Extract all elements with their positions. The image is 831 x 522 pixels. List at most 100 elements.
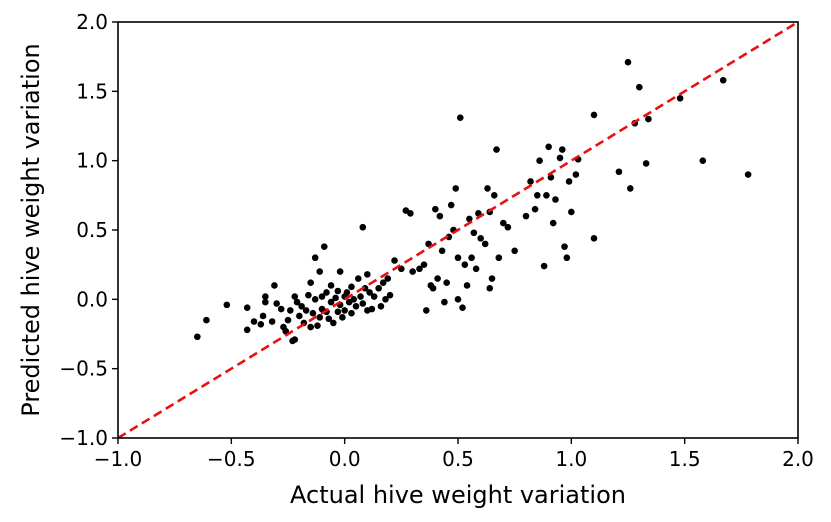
data-point (311, 296, 319, 303)
data-point (323, 289, 330, 296)
points-layer (194, 58, 752, 345)
data-point (223, 301, 231, 309)
data-point (291, 336, 299, 343)
x-axis-ticks: −1.0 −0.5 0.0 0.5 1.0 1.5 2.0 (94, 438, 814, 471)
data-point (382, 296, 389, 303)
data-point (552, 196, 559, 203)
data-point (443, 279, 450, 286)
data-point (194, 333, 201, 341)
data-point (359, 223, 367, 231)
data-point (334, 308, 342, 316)
data-point (436, 212, 444, 220)
data-point (293, 298, 301, 306)
data-point (438, 247, 446, 255)
data-point (522, 212, 530, 220)
data-point (495, 254, 503, 262)
data-point (441, 298, 448, 306)
x-tick-label: −0.5 (207, 447, 256, 471)
data-point (463, 282, 471, 289)
data-point (452, 185, 460, 192)
data-point (316, 314, 324, 321)
data-point (271, 282, 278, 289)
data-point (370, 293, 378, 300)
data-point (314, 322, 321, 329)
data-point (409, 268, 416, 275)
data-point (377, 302, 385, 310)
data-point (341, 307, 348, 314)
data-point (434, 275, 441, 282)
data-point (268, 318, 276, 325)
data-point (624, 58, 632, 66)
data-point (493, 146, 500, 153)
data-point (368, 305, 376, 313)
y-axis-label: Predicted hive weight variation (17, 43, 45, 416)
data-point (296, 312, 303, 320)
data-point (488, 275, 496, 282)
y-tick-label: 1.5 (76, 79, 108, 103)
x-tick-label: 2.0 (782, 447, 814, 471)
data-point (468, 254, 475, 262)
data-point (549, 219, 557, 227)
data-point (540, 262, 548, 270)
data-point (447, 201, 455, 209)
data-point (545, 143, 552, 151)
data-point (257, 320, 265, 328)
y-tick-label: 2.0 (76, 10, 108, 34)
data-point (316, 268, 324, 275)
data-point (302, 307, 310, 314)
data-point (277, 305, 285, 313)
data-point (391, 257, 398, 264)
data-point (642, 160, 650, 167)
data-point (364, 271, 371, 278)
data-point (470, 229, 478, 237)
data-point (556, 154, 564, 162)
data-point (325, 315, 333, 323)
data-point (536, 157, 543, 164)
data-point (334, 287, 342, 295)
data-point (284, 316, 292, 324)
data-point (384, 275, 392, 282)
x-tick-label: −1.0 (94, 447, 143, 471)
data-point (459, 304, 466, 311)
data-point (420, 261, 428, 268)
data-point (336, 268, 344, 275)
data-point (243, 304, 251, 311)
data-point (307, 279, 314, 286)
data-point (719, 76, 727, 84)
data-point (318, 293, 326, 300)
x-axis-label: Actual hive weight variation (290, 481, 626, 509)
y-axis-ticks: −1.0 −0.5 0.0 0.5 1.0 1.5 2.0 (59, 10, 118, 450)
data-point (305, 291, 312, 299)
data-point (456, 114, 464, 121)
data-point (375, 284, 382, 292)
data-point (320, 243, 328, 250)
data-point (259, 312, 267, 320)
x-tick-label: 1.0 (555, 447, 587, 471)
data-point (484, 185, 491, 192)
data-point (330, 319, 337, 327)
data-point (348, 283, 355, 291)
data-point (366, 289, 373, 296)
y-tick-label: 0.0 (76, 287, 108, 311)
data-point (343, 289, 351, 296)
data-point (309, 309, 317, 317)
data-point (472, 265, 480, 273)
data-point (348, 309, 355, 317)
data-point (262, 293, 269, 300)
data-point (416, 265, 423, 273)
data-point (262, 298, 269, 306)
data-point (407, 210, 414, 217)
data-point (565, 178, 573, 185)
data-point (307, 323, 314, 331)
data-point (527, 178, 534, 185)
data-point (243, 326, 251, 334)
data-point (534, 192, 541, 199)
data-point (561, 243, 568, 250)
data-point (359, 300, 367, 307)
data-point (354, 275, 362, 282)
data-point (250, 318, 258, 325)
x-tick-label: 1.5 (669, 447, 701, 471)
data-point (572, 171, 580, 178)
data-point (615, 168, 623, 176)
data-point (454, 254, 462, 262)
